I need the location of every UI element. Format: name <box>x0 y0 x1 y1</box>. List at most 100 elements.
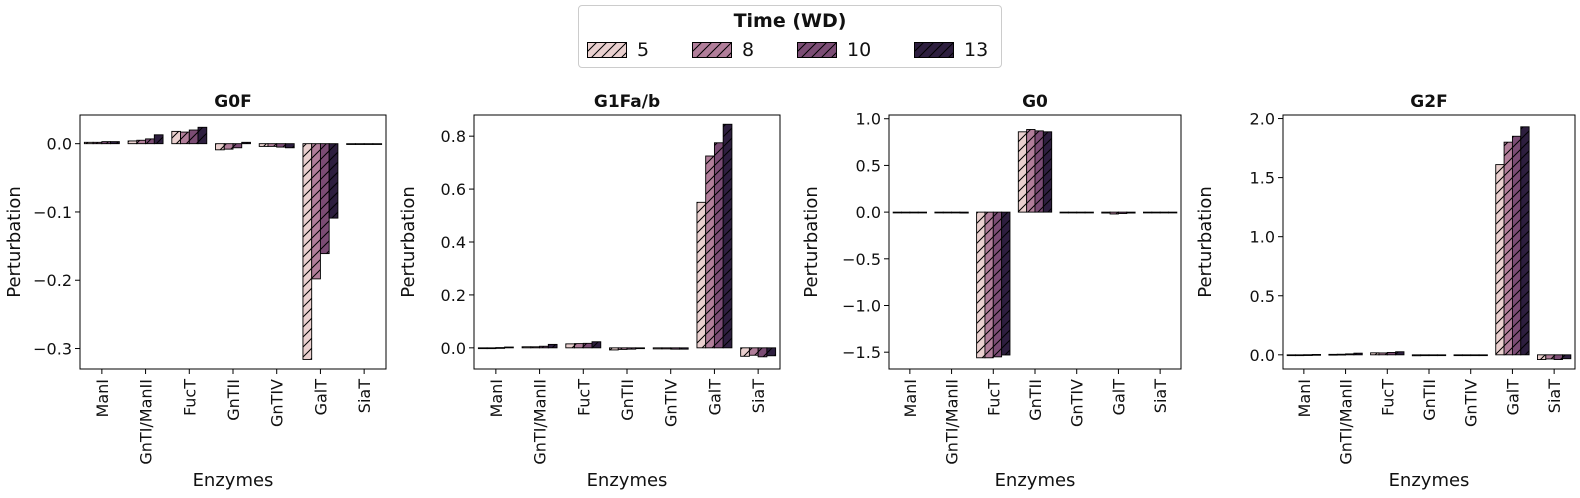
bar-hatch <box>1395 351 1404 355</box>
x-tick-label: GnTII <box>1026 379 1045 421</box>
bar-hatch <box>1345 353 1354 355</box>
bar-hatch <box>1495 164 1505 355</box>
y-tick-label: 0.5 <box>1250 287 1275 306</box>
bar-hatch <box>934 212 944 213</box>
bar-hatch <box>1312 354 1321 356</box>
bar-hatch <box>495 347 505 349</box>
bar-hatch <box>478 347 488 349</box>
y-tick-label: 1.5 <box>1250 169 1275 188</box>
x-tick-label: GnTIV <box>1068 379 1087 427</box>
bar-hatch <box>530 346 540 348</box>
bar-hatch <box>592 341 601 348</box>
bar-hatch <box>504 347 514 348</box>
bar-hatch <box>1337 354 1346 356</box>
y-tick-label: −1.0 <box>842 297 881 316</box>
bar-hatch <box>1429 354 1438 356</box>
bar-hatch <box>198 127 207 144</box>
bar-hatch <box>267 143 277 147</box>
bar-hatch <box>136 140 146 144</box>
bar-hatch <box>329 143 338 219</box>
bar-hatch <box>1437 354 1446 356</box>
y-tick-label: 0.0 <box>1250 346 1275 365</box>
bar-hatch <box>372 143 382 145</box>
bar-hatch <box>993 212 1002 357</box>
legend-swatch-5 <box>587 42 627 58</box>
bar-hatch <box>901 212 910 213</box>
legend-swatch-hatch <box>797 42 837 58</box>
bar-hatch <box>1001 212 1010 355</box>
bar-hatch <box>1118 212 1127 214</box>
bar-hatch <box>1520 126 1530 355</box>
bar-hatch <box>714 142 724 348</box>
bar-hatch <box>1328 354 1338 356</box>
panel-title: G2F <box>1410 92 1447 112</box>
bar-hatch <box>1378 352 1388 355</box>
bar-hatch <box>1420 354 1429 356</box>
bar-hatch <box>943 212 952 213</box>
panel-title: G1Fa/b <box>594 92 660 112</box>
bar-hatch <box>522 346 531 348</box>
x-tick-label: GnTI/ManII <box>1337 379 1356 465</box>
bar-hatch <box>1353 353 1363 355</box>
x-tick-label: ManI <box>1295 379 1314 417</box>
bar-hatch <box>705 156 715 348</box>
bar-hatch <box>959 212 969 214</box>
bar-hatch <box>583 343 593 348</box>
bar-hatch <box>1168 212 1177 213</box>
y-tick-label: 0.5 <box>856 156 881 175</box>
bar-hatch <box>189 130 199 144</box>
y-tick-label: 0.2 <box>441 286 466 305</box>
x-tick-label: GalT <box>311 379 330 416</box>
bar-hatch <box>670 347 680 350</box>
bar-hatch <box>1387 352 1396 355</box>
x-tick-label: GnTIV <box>662 379 681 427</box>
bar-hatch <box>1537 354 1546 360</box>
bar-hatch <box>548 344 558 348</box>
bar-hatch <box>1068 212 1077 213</box>
bar-hatch <box>679 347 689 350</box>
legend-title: Time (WD) <box>733 10 847 32</box>
bar-hatch <box>1470 354 1480 356</box>
bar-hatch <box>653 347 662 349</box>
x-tick-label: GnTII <box>618 379 637 421</box>
plot-frame <box>473 114 781 370</box>
y-tick-label: 1.0 <box>856 110 881 129</box>
legend-label-5: 5 <box>637 39 650 61</box>
bar-hatch <box>574 343 584 348</box>
y-axis-label: Perturbation <box>4 186 25 298</box>
x-tick-label: GnTIV <box>268 379 287 427</box>
bar-hatch <box>128 140 137 144</box>
bar-hatch <box>749 347 759 356</box>
bar-hatch <box>618 347 627 350</box>
x-tick-label: SiaT <box>355 379 374 413</box>
panel-title: G0 <box>1022 92 1048 112</box>
bar-hatch <box>101 141 111 144</box>
bar-hatch <box>224 143 233 150</box>
bar-hatch <box>1287 354 1296 356</box>
legend-label-10: 10 <box>847 39 872 61</box>
x-tick-label: GalT <box>1503 379 1522 416</box>
legend-swatch-hatch <box>914 42 954 58</box>
x-tick-label: SiaT <box>749 379 768 413</box>
bar-hatch <box>565 343 575 348</box>
legend-swatch-13 <box>914 42 954 58</box>
y-tick-label: −0.1 <box>33 203 72 222</box>
bar-hatch <box>364 143 373 145</box>
x-tick-label: SiaT <box>1545 379 1564 413</box>
bar-hatch <box>1143 212 1152 213</box>
bar-hatch <box>976 212 985 358</box>
bar-hatch <box>1462 354 1471 356</box>
x-axis-label: Enzymes <box>587 470 668 491</box>
x-tick-label: GnTIV <box>1462 379 1481 427</box>
legend-label-13: 13 <box>964 39 989 61</box>
y-tick-label: −0.5 <box>842 250 881 269</box>
bar-hatch <box>909 212 919 213</box>
bar-hatch <box>302 143 312 360</box>
bar-hatch <box>740 347 750 357</box>
x-tick-label: GalT <box>1109 379 1128 416</box>
bar-hatch <box>758 347 767 357</box>
y-axis-label: Perturbation <box>398 186 419 298</box>
bar-hatch <box>285 143 295 148</box>
bar-hatch <box>241 142 251 144</box>
